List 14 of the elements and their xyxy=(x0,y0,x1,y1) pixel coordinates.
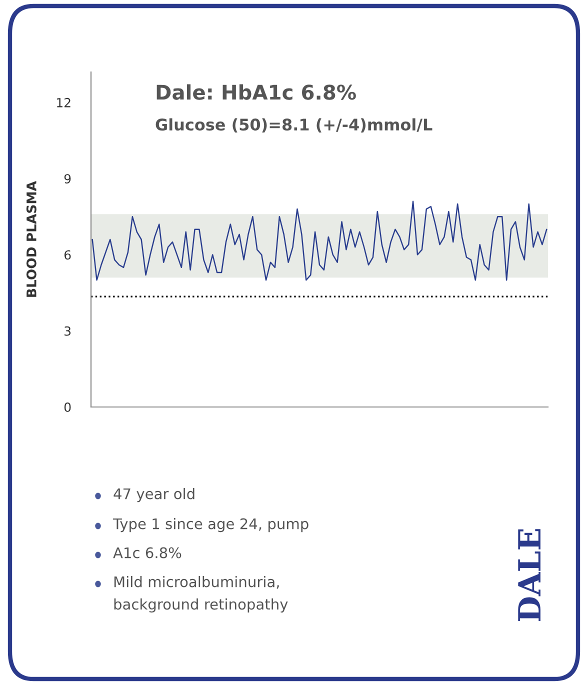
text: Glucose (50)=8.1 (+/-4)mmol/L xyxy=(156,118,432,133)
y-axis-title: BLOOD PLASMA xyxy=(26,181,36,297)
chart-title: Dale: HbA1c 6.8% xyxy=(156,84,356,100)
text: A1c 6.8% xyxy=(113,547,182,558)
y-tick-label: 9 xyxy=(64,174,71,184)
y-tick-label: 3 xyxy=(64,326,71,336)
text: Mild microalbuminuria, background retinopathy xyxy=(114,576,288,613)
y-tick-label: 0 xyxy=(64,402,71,412)
y-tick-label: 6 xyxy=(64,250,71,260)
y-tick-label: 12 xyxy=(57,98,70,108)
text: DALE xyxy=(518,529,540,622)
text: 47 year old xyxy=(114,488,194,502)
line-series xyxy=(92,200,548,281)
text: Type 1 since age 24, pump xyxy=(112,518,308,532)
